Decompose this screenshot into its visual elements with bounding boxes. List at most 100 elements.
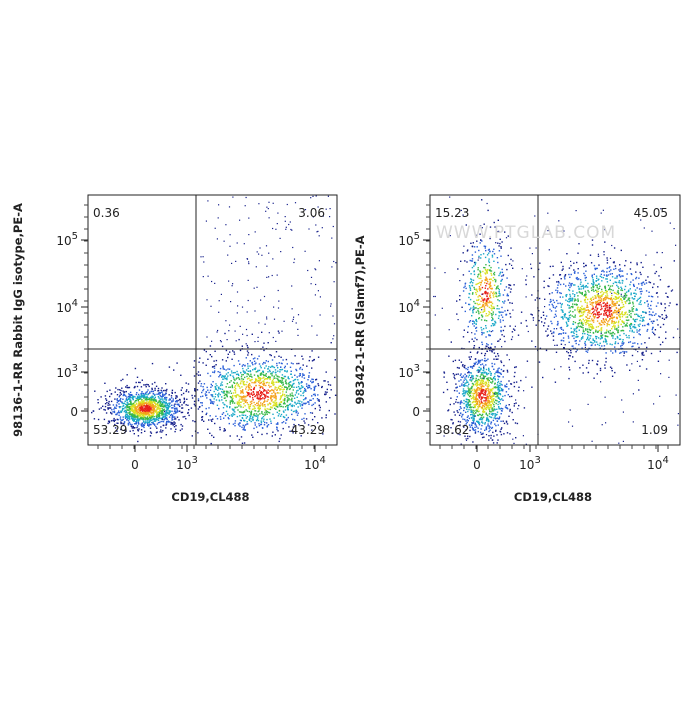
event-dot — [280, 357, 281, 358]
event-dot — [484, 267, 485, 268]
event-dot — [169, 402, 170, 403]
event-dot — [285, 366, 286, 367]
event-dot — [287, 399, 288, 400]
event-dot — [284, 396, 285, 397]
event-dot — [219, 427, 220, 428]
event-dot — [455, 360, 456, 361]
event-dot — [182, 387, 183, 388]
event-dot — [269, 371, 270, 372]
event-dot — [472, 441, 473, 442]
event-dot — [485, 246, 486, 247]
event-dot — [242, 400, 243, 401]
event-dot — [472, 339, 473, 340]
event-dot — [465, 379, 466, 380]
event-dot — [498, 376, 499, 377]
event-dot — [316, 335, 317, 336]
event-dot — [497, 418, 498, 419]
event-dot — [273, 384, 274, 385]
event-dot — [276, 378, 277, 379]
event-dot — [296, 390, 297, 391]
event-dot — [201, 392, 202, 393]
event-dot — [597, 361, 598, 362]
event-dot — [593, 289, 594, 290]
event-dot — [150, 408, 151, 409]
event-dot — [139, 382, 140, 383]
event-dot — [233, 377, 234, 378]
event-dot — [473, 365, 474, 366]
event-dot — [129, 411, 130, 412]
event-dot — [493, 404, 494, 405]
event-dot — [607, 315, 608, 316]
event-dot — [129, 394, 130, 395]
event-dot — [479, 278, 480, 279]
event-dot — [477, 310, 478, 311]
event-dot — [302, 375, 303, 376]
event-dot — [561, 309, 562, 310]
event-dot — [454, 390, 455, 391]
event-dot — [313, 394, 314, 395]
event-dot — [117, 394, 118, 395]
event-dot — [477, 269, 478, 270]
event-dot — [457, 410, 458, 411]
event-dot — [122, 410, 123, 411]
event-dot — [132, 408, 133, 409]
event-dot — [267, 378, 268, 379]
event-dot — [122, 399, 123, 400]
event-dot — [486, 405, 487, 406]
event-dot — [211, 384, 212, 385]
event-dot — [240, 372, 241, 373]
event-dot — [498, 407, 499, 408]
event-dot — [479, 367, 480, 368]
event-dot — [198, 362, 199, 363]
event-dot — [610, 273, 611, 274]
event-dot — [166, 407, 167, 408]
event-dot — [507, 310, 508, 311]
event-dot — [207, 390, 208, 391]
event-dot — [472, 246, 473, 247]
event-dot — [180, 402, 181, 403]
event-dot — [243, 428, 244, 429]
event-dot — [222, 384, 223, 385]
event-dot — [485, 390, 486, 391]
event-dot — [266, 401, 267, 402]
event-dot — [605, 310, 606, 311]
event-dot — [623, 304, 624, 305]
event-dot — [317, 383, 318, 384]
event-dot — [232, 408, 233, 409]
event-dot — [227, 357, 228, 358]
event-dot — [226, 373, 227, 374]
event-dot — [513, 328, 514, 329]
event-dot — [481, 327, 482, 328]
event-dot — [293, 317, 294, 318]
event-dot — [163, 390, 164, 391]
event-dot — [152, 409, 153, 410]
event-dot — [236, 340, 237, 341]
event-dot — [488, 385, 489, 386]
event-dot — [491, 305, 492, 306]
event-dot — [166, 423, 167, 424]
event-dot — [330, 208, 331, 209]
event-dot — [468, 409, 469, 410]
event-dot — [242, 365, 243, 366]
event-dot — [478, 250, 479, 251]
event-dot — [126, 411, 127, 412]
event-dot — [232, 395, 233, 396]
event-dot — [222, 389, 223, 390]
event-dot — [217, 418, 218, 419]
event-dot — [478, 384, 479, 385]
event-dot — [491, 382, 492, 383]
event-dot — [479, 288, 480, 289]
event-dot — [288, 384, 289, 385]
event-dot — [607, 278, 608, 279]
event-dot — [591, 287, 592, 288]
event-dot — [621, 295, 622, 296]
event-dot — [289, 382, 290, 383]
event-dot — [455, 387, 456, 388]
event-dot — [247, 392, 248, 393]
event-dot — [504, 310, 505, 311]
event-dot — [213, 437, 214, 438]
event-dot — [467, 391, 468, 392]
event-dot — [497, 341, 498, 342]
event-dot — [121, 388, 122, 389]
event-dot — [574, 309, 575, 310]
